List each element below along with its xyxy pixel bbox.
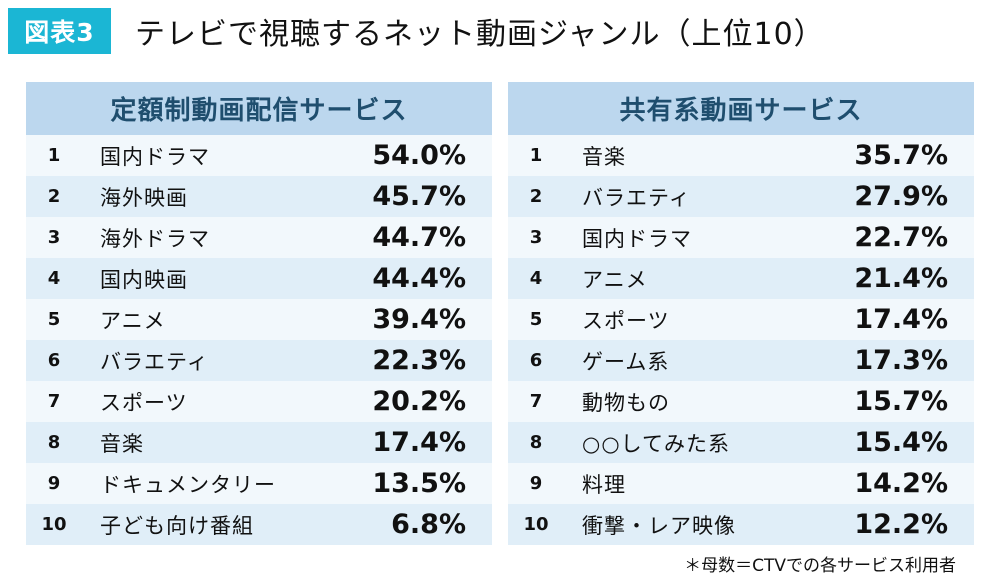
- value-cell: 27.9%: [854, 181, 948, 212]
- rank-cell: 9: [529, 473, 543, 494]
- table-row: 5 スポーツ 17.4%: [508, 299, 974, 340]
- value-cell: 15.7%: [854, 386, 948, 417]
- table-row: 2 海外映画 45.7%: [26, 176, 492, 217]
- value-cell: 44.4%: [372, 263, 466, 294]
- value-cell: 39.4%: [372, 304, 466, 335]
- value-cell: 54.0%: [372, 140, 466, 171]
- rank-cell: 7: [529, 391, 543, 412]
- rank-cell: 10: [41, 514, 67, 535]
- table-row: 5 アニメ 39.4%: [26, 299, 492, 340]
- shared-video-table: 共有系動画サービス 1 音楽 35.7% 2 バラエティ 27.9% 3 国内ドラマ 22.7%…: [508, 82, 974, 545]
- rank-cell: 6: [47, 350, 61, 371]
- table-row: 6 ゲーム系 17.3%: [508, 340, 974, 381]
- genre-cell: 海外映画: [100, 185, 188, 210]
- value-cell: 15.4%: [854, 427, 948, 458]
- page-title: テレビで視聴するネット動画ジャンル（上位10）: [135, 17, 825, 52]
- table-row: 7 スポーツ 20.2%: [26, 381, 492, 422]
- rank-cell: 10: [523, 514, 549, 535]
- table-row: 4 国内映画 44.4%: [26, 258, 492, 299]
- table-row: 6 バラエティ 22.3%: [26, 340, 492, 381]
- table-row: 3 海外ドラマ 44.7%: [26, 217, 492, 258]
- rank-cell: 4: [47, 268, 61, 289]
- value-cell: 13.5%: [372, 468, 466, 499]
- genre-cell: 音楽: [100, 431, 144, 456]
- table-row: 1 国内ドラマ 54.0%: [26, 135, 492, 176]
- value-cell: 22.3%: [372, 345, 466, 376]
- rank-cell: 2: [47, 186, 61, 207]
- subscription-video-table: 定額制動画配信サービス 1 国内ドラマ 54.0% 2 海外映画 45.7% 3 海外ドラマ 4…: [26, 82, 492, 545]
- genre-cell: アニメ: [100, 308, 166, 333]
- genre-cell: スポーツ: [100, 390, 188, 415]
- footnote: ＊母数＝CTVでの各サービス利用者: [684, 556, 956, 576]
- value-cell: 14.2%: [854, 468, 948, 499]
- rank-cell: 8: [529, 432, 543, 453]
- table-row: 2 バラエティ 27.9%: [508, 176, 974, 217]
- genre-cell: 料理: [582, 472, 626, 497]
- rank-cell: 3: [529, 227, 543, 248]
- genre-cell: 国内ドラマ: [100, 144, 210, 169]
- table-header: 共有系動画サービス: [508, 82, 974, 135]
- genre-cell: 国内映画: [100, 267, 188, 292]
- genre-cell: 国内ドラマ: [582, 226, 692, 251]
- table-row: 9 ドキュメンタリー 13.5%: [26, 463, 492, 504]
- table-row: 10 子ども向け番組 6.8%: [26, 504, 492, 545]
- table-row: 8 音楽 17.4%: [26, 422, 492, 463]
- table-row: 4 アニメ 21.4%: [508, 258, 974, 299]
- table-header: 定額制動画配信サービス: [26, 82, 492, 135]
- value-cell: 17.4%: [372, 427, 466, 458]
- table-row: 7 動物もの 15.7%: [508, 381, 974, 422]
- rank-cell: 3: [47, 227, 61, 248]
- genre-cell: ドキュメンタリー: [100, 472, 276, 497]
- rank-cell: 8: [47, 432, 61, 453]
- table-row: 10 衝撃・レア映像 12.2%: [508, 504, 974, 545]
- genre-cell: 子ども向け番組: [100, 513, 254, 538]
- rank-cell: 1: [47, 145, 61, 166]
- value-cell: 45.7%: [372, 181, 466, 212]
- rank-cell: 7: [47, 391, 61, 412]
- genre-cell: ゲーム系: [582, 349, 670, 374]
- genre-cell: スポーツ: [582, 308, 670, 333]
- rank-cell: 4: [529, 268, 543, 289]
- figure-badge: 図表3: [8, 8, 111, 54]
- rank-cell: 6: [529, 350, 543, 371]
- value-cell: 20.2%: [372, 386, 466, 417]
- value-cell: 44.7%: [372, 222, 466, 253]
- genre-cell: バラエティ: [582, 185, 691, 210]
- genre-cell: 海外ドラマ: [100, 226, 210, 251]
- value-cell: 12.2%: [854, 509, 948, 540]
- table-row: 8 ○○してみた系 15.4%: [508, 422, 974, 463]
- rank-cell: 5: [529, 309, 543, 330]
- table-row: 3 国内ドラマ 22.7%: [508, 217, 974, 258]
- genre-cell: 音楽: [582, 144, 626, 169]
- rank-cell: 2: [529, 186, 543, 207]
- genre-cell: 衝撃・レア映像: [582, 513, 736, 538]
- genre-cell: アニメ: [582, 267, 648, 292]
- value-cell: 21.4%: [854, 263, 948, 294]
- value-cell: 17.4%: [854, 304, 948, 335]
- rank-cell: 9: [47, 473, 61, 494]
- value-cell: 35.7%: [854, 140, 948, 171]
- genre-cell: バラエティ: [100, 349, 209, 374]
- value-cell: 17.3%: [854, 345, 948, 376]
- value-cell: 6.8%: [391, 509, 466, 540]
- genre-cell: ○○してみた系: [582, 431, 731, 456]
- table-row: 1 音楽 35.7%: [508, 135, 974, 176]
- genre-cell: 動物もの: [582, 390, 670, 415]
- value-cell: 22.7%: [854, 222, 948, 253]
- rank-cell: 5: [47, 309, 61, 330]
- rank-cell: 1: [529, 145, 543, 166]
- table-row: 9 料理 14.2%: [508, 463, 974, 504]
